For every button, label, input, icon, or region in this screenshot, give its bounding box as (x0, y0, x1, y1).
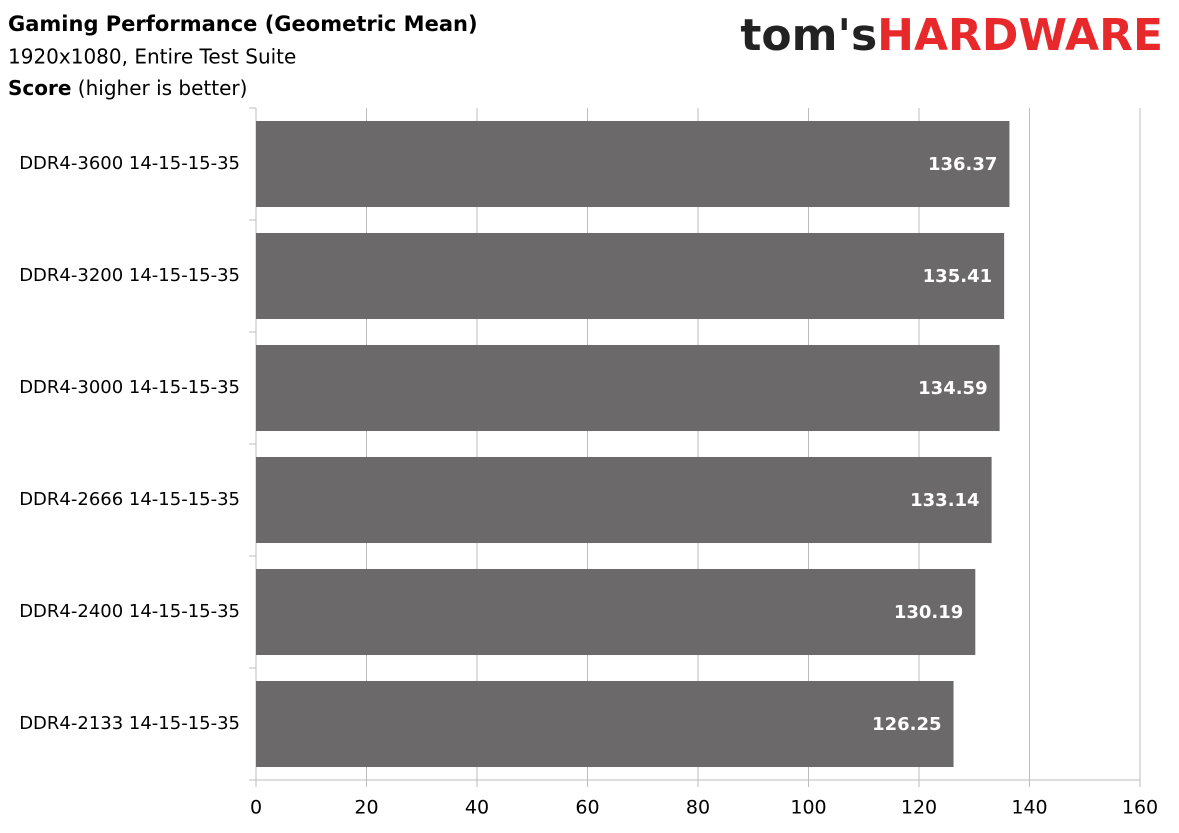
x-tick-label: 20 (354, 797, 378, 819)
chart-subtitle: 1920x1080, Entire Test Suite (8, 45, 296, 69)
value-label: 133.14 (910, 490, 979, 511)
value-label: 126.25 (872, 714, 941, 735)
logo-part: HARDWARE (877, 10, 1163, 61)
logo-part: tom's (740, 10, 877, 61)
x-tick-label: 160 (1122, 797, 1158, 819)
y-tick-label: DDR4-3200 14-15-15-35 (19, 265, 240, 286)
y-tick-label: DDR4-2666 14-15-15-35 (19, 489, 240, 510)
logo: tom'sHARDWARE (740, 10, 1163, 61)
axis-label-rest: (higher is better) (78, 76, 248, 100)
axis-label-bold: Score (8, 76, 71, 100)
bar (256, 457, 992, 543)
value-label: 136.37 (928, 154, 997, 175)
y-tick-label: DDR4-2133 14-15-15-35 (19, 713, 240, 734)
bar (256, 345, 1000, 431)
axis-label: Score (higher is better) (8, 76, 247, 100)
x-tick-label: 60 (575, 797, 599, 819)
bar (256, 233, 1005, 319)
y-tick-label: DDR4-3600 14-15-15-35 (19, 153, 240, 174)
y-tick-label: DDR4-3000 14-15-15-35 (19, 377, 240, 398)
y-tick-label: DDR4-2400 14-15-15-35 (19, 601, 240, 622)
value-label: 135.41 (923, 266, 992, 287)
x-tick-label: 40 (465, 797, 489, 819)
bar (256, 569, 976, 655)
x-tick-label: 0 (250, 797, 262, 819)
value-label: 130.19 (894, 602, 963, 623)
value-label: 134.59 (918, 378, 987, 399)
x-tick-label: 140 (1011, 797, 1047, 819)
x-tick-label: 100 (790, 797, 826, 819)
bar (256, 681, 954, 767)
x-tick-label: 120 (901, 797, 937, 819)
chart-title: Gaming Performance (Geometric Mean) (8, 12, 478, 36)
bar (256, 121, 1010, 207)
x-tick-label: 80 (686, 797, 710, 819)
